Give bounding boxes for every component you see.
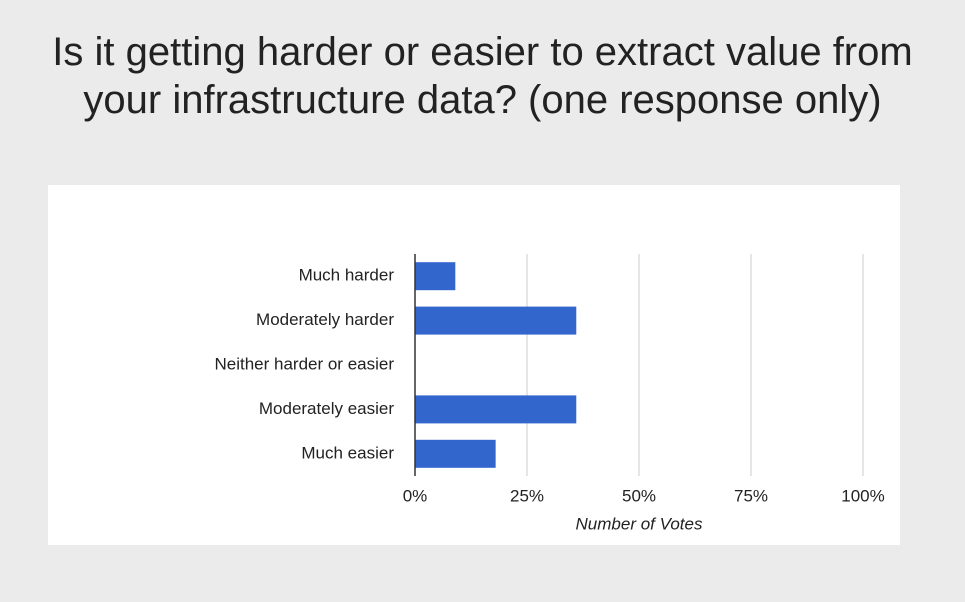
x-tick-label: 0% [403, 486, 428, 505]
x-tick-label: 50% [622, 486, 656, 505]
bar [415, 262, 456, 291]
x-tick-label: 100% [841, 486, 884, 505]
x-tick-label: 25% [510, 486, 544, 505]
bar [415, 306, 577, 335]
chart-panel [48, 185, 900, 545]
y-tick-label: Moderately harder [256, 310, 394, 329]
x-tick-label: 75% [734, 486, 768, 505]
y-tick-label: Much easier [301, 443, 394, 462]
chart-title: Is it getting harder or easier to extrac… [52, 30, 913, 122]
y-tick-label: Neither harder or easier [214, 354, 394, 373]
bar [415, 395, 577, 424]
y-tick-label: Much harder [299, 266, 395, 285]
bar [415, 439, 496, 468]
y-tick-label: Moderately easier [259, 399, 394, 418]
x-axis-label: Number of Votes [576, 514, 703, 533]
